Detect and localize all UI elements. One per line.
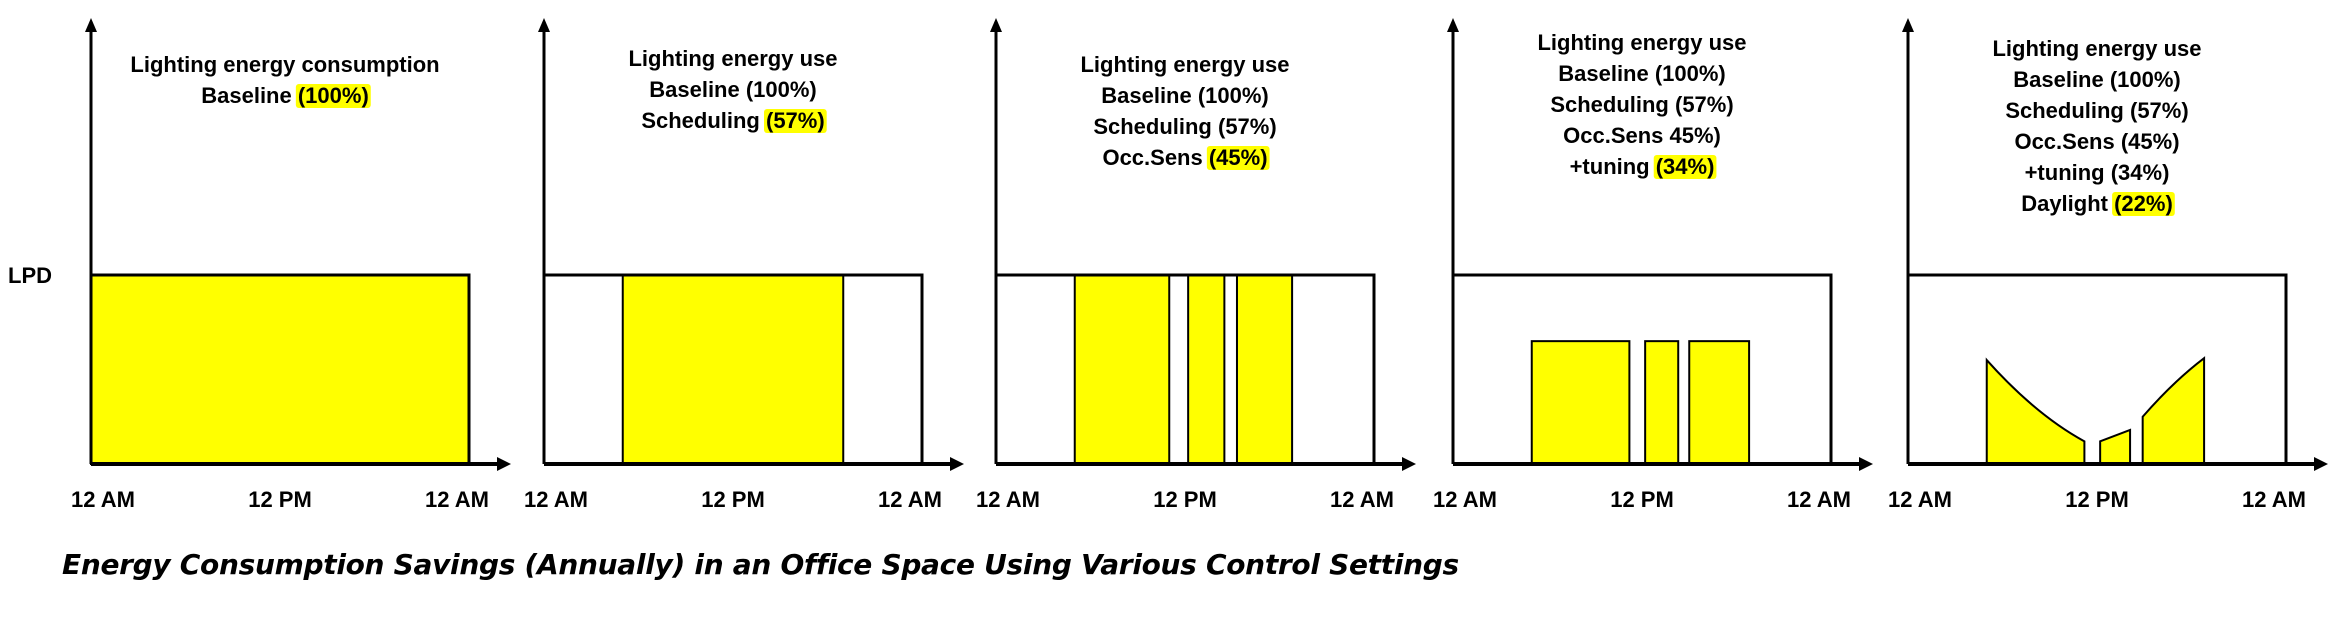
panel-5: 12 AM 12 PM 12 AM Lighting energy use Baseli…	[1888, 18, 2328, 512]
panel-title-line: Scheduling (57%)	[1550, 92, 1733, 117]
panel-title-line: Baseline (100%)	[201, 83, 369, 108]
energy-block-2	[1644, 340, 1680, 465]
highlight-box	[1206, 146, 1270, 170]
panel-2: 12 AM 12 PM 12 AM Lighting energy use Baseli…	[524, 18, 964, 512]
x-tick-label: 12 AM	[425, 487, 489, 512]
x-tick-label: 12 AM	[71, 487, 135, 512]
panel-title-line: Occ.Sens 45%)	[1563, 123, 1721, 148]
y-axis-label-lpd: LPD	[8, 263, 52, 288]
panel-title-line: Lighting energy use	[1992, 36, 2201, 61]
energy-block-1	[1073, 274, 1171, 465]
y-axis-arrow	[1902, 18, 1914, 32]
panel-title-line: Lighting energy use	[1537, 30, 1746, 55]
energy-block-3	[1688, 340, 1751, 465]
y-axis-arrow	[1447, 18, 1459, 32]
panel-title-line: Lighting energy consumption	[130, 52, 439, 77]
highlight-value: (100%)	[298, 83, 369, 108]
y-axis-arrow	[990, 18, 1002, 32]
energy-block-3	[1235, 274, 1294, 465]
highlight-box	[295, 84, 371, 108]
highlight-box	[1653, 155, 1717, 179]
panel-title-line: Baseline (100%)	[1558, 61, 1726, 86]
panel-3: 12 AM 12 PM 12 AM Lighting energy use Baseli…	[976, 18, 1416, 512]
highlight-value: (22%)	[2114, 191, 2173, 216]
panel-1: 12 AM 12 PM 12 AM Lighting energy consumpti…	[71, 18, 511, 512]
x-tick-label: 12 AM	[878, 487, 942, 512]
x-tick-label: 12 AM	[1330, 487, 1394, 512]
figure-caption: Energy Consumption Savings (Annually) in…	[62, 548, 1459, 581]
panel-title-line: Scheduling (57%)	[2005, 98, 2188, 123]
x-tick-label: 12 PM	[2065, 487, 2129, 512]
lpd-envelope	[91, 273, 471, 464]
panel-title-line: Occ.Sens (45%)	[2014, 129, 2179, 154]
daylight-curve-2	[2099, 428, 2132, 465]
panel-4: 12 AM 12 PM 12 AM Lighting energy use Baseli…	[1433, 18, 1873, 512]
panel-title-line: +tuning (34%)	[1570, 154, 1715, 179]
highlight-value: (34%)	[1656, 154, 1715, 179]
lpd-envelope	[1908, 273, 2288, 464]
x-axis-arrow	[2314, 457, 2328, 471]
x-tick-label: 12 PM	[1610, 487, 1674, 512]
x-axis-arrow	[950, 457, 964, 471]
panel-title-line: Baseline (100%)	[649, 77, 817, 102]
highlight-box	[764, 109, 827, 133]
x-tick-label: 12 AM	[1787, 487, 1851, 512]
panel-title-line: Baseline (100%)	[1101, 83, 1269, 108]
x-axis-arrow	[1402, 457, 1416, 471]
x-tick-label: 12 AM	[2242, 487, 2306, 512]
lpd-envelope	[1453, 273, 1833, 464]
x-axis-arrow	[1859, 457, 1873, 471]
highlight-box	[2112, 192, 2175, 216]
x-tick-label: 12 PM	[1153, 487, 1217, 512]
panel-title-line: Lighting energy use	[628, 46, 837, 71]
x-tick-label: 12 AM	[524, 487, 588, 512]
x-tick-label: 12 AM	[1888, 487, 1952, 512]
panel-title-line: Scheduling (57%)	[641, 108, 824, 133]
x-axis-arrow	[497, 457, 511, 471]
y-axis-arrow	[85, 18, 97, 32]
lpd-envelope	[996, 273, 1376, 464]
panel-title-line: Occ.Sens (45%)	[1102, 145, 1267, 170]
x-tick-label: 12 PM	[248, 487, 312, 512]
panel-title-line: Baseline (100%)	[2013, 67, 2181, 92]
y-axis-arrow	[538, 18, 550, 32]
energy-block-1	[621, 274, 845, 465]
energy-block-2	[1187, 274, 1226, 465]
highlight-value: (45%)	[1209, 145, 1268, 170]
x-tick-label: 12 AM	[1433, 487, 1497, 512]
panel-title-line: Daylight (22%)	[2021, 191, 2173, 216]
energy-block-1	[1530, 340, 1631, 465]
daylight-curve-3	[2141, 356, 2206, 465]
panel-title-line: Lighting energy use	[1080, 52, 1289, 77]
highlight-value: (57%)	[766, 108, 825, 133]
lpd-envelope	[544, 273, 924, 464]
energy-block-1	[90, 274, 470, 465]
panel-title-line: +tuning (34%)	[2025, 160, 2170, 185]
x-tick-label: 12 AM	[976, 487, 1040, 512]
daylight-curve-1	[1985, 357, 2086, 465]
panel-title-line: Scheduling (57%)	[1093, 114, 1276, 139]
x-tick-label: 12 PM	[701, 487, 765, 512]
